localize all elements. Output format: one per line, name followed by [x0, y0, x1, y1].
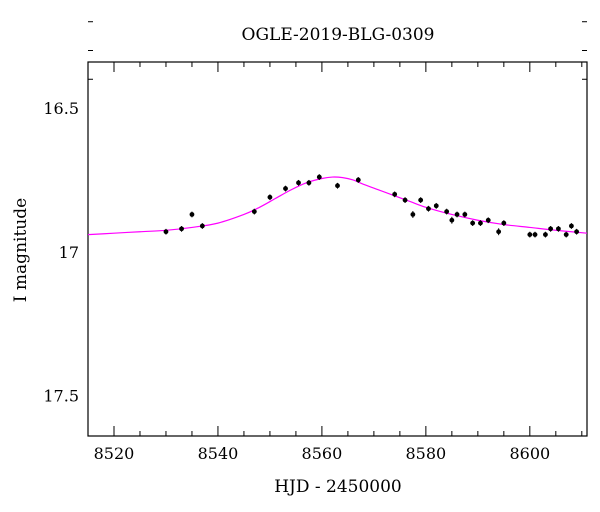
- data-point: [532, 231, 538, 238]
- data-point: [355, 177, 361, 183]
- data-point-marker: [444, 209, 450, 215]
- data-point: [454, 211, 460, 218]
- data-point: [392, 191, 398, 198]
- data-point-marker: [296, 180, 301, 186]
- data-point-marker: [462, 212, 468, 217]
- data-point-marker: [563, 232, 569, 238]
- data-points-layer: [163, 174, 580, 238]
- data-point: [433, 202, 439, 209]
- data-point-marker: [410, 212, 416, 217]
- data-point-marker: [306, 180, 312, 186]
- data-point-marker: [501, 220, 507, 226]
- data-point: [410, 211, 416, 218]
- x-axis-label: HJD - 2450000: [274, 477, 402, 497]
- axis-ticks: [87, 21, 587, 436]
- x-tick-label: 8520: [94, 444, 135, 463]
- data-point: [306, 179, 312, 186]
- y-tick-label: 16.5: [43, 99, 79, 118]
- data-point: [527, 231, 533, 238]
- data-point: [574, 228, 580, 235]
- plot-frame: [87, 61, 588, 437]
- data-point: [426, 205, 431, 212]
- data-point-marker: [433, 203, 439, 209]
- data-point: [449, 216, 455, 224]
- data-point-marker: [454, 212, 460, 217]
- data-point: [179, 225, 184, 232]
- data-point-marker: [283, 186, 288, 191]
- data-point-marker: [402, 197, 408, 203]
- data-point-marker: [574, 229, 580, 235]
- data-point-marker: [485, 217, 491, 223]
- data-point-marker: [335, 183, 340, 189]
- data-point: [316, 174, 322, 180]
- data-point: [283, 185, 288, 192]
- data-point-marker: [569, 223, 574, 229]
- data-point: [199, 223, 205, 229]
- data-point: [563, 231, 569, 238]
- data-point: [496, 228, 502, 236]
- data-point: [470, 220, 476, 226]
- data-point: [556, 225, 561, 232]
- data-point: [402, 197, 408, 203]
- data-point-marker: [316, 174, 322, 180]
- data-point: [501, 220, 507, 226]
- data-point: [543, 231, 548, 238]
- tick-labels: 8520 8540 8560 8580 8600 16.5 17 17.5: [43, 99, 550, 463]
- y-tick-label: 17: [59, 243, 79, 262]
- model-curve-layer: [87, 176, 588, 236]
- data-point-marker: [449, 217, 455, 223]
- data-point: [251, 208, 257, 215]
- x-tick-label: 8560: [302, 444, 343, 463]
- data-point: [569, 223, 574, 229]
- data-point-marker: [532, 232, 538, 238]
- data-point-marker: [199, 223, 205, 229]
- data-point-marker: [189, 212, 195, 217]
- data-point: [444, 208, 450, 215]
- data-point-marker: [251, 209, 257, 215]
- data-point-marker: [355, 177, 361, 183]
- data-point: [335, 182, 340, 189]
- data-point-marker: [163, 229, 169, 235]
- data-point: [267, 194, 273, 201]
- y-axis-label: I magnitude: [11, 198, 31, 302]
- data-point: [478, 220, 483, 226]
- data-point-marker: [496, 229, 502, 235]
- data-point: [418, 197, 424, 203]
- data-point: [163, 228, 169, 235]
- data-point-marker: [179, 226, 184, 232]
- data-point-marker: [548, 226, 554, 232]
- data-point-marker: [527, 232, 533, 238]
- data-point-marker: [556, 226, 561, 232]
- chart-title: OGLE-2019-BLG-0309: [242, 25, 435, 45]
- data-point-marker: [426, 206, 431, 212]
- x-tick-label: 8600: [509, 444, 550, 463]
- data-point: [485, 217, 491, 224]
- data-point-marker: [267, 194, 273, 200]
- data-point: [296, 179, 301, 186]
- data-point: [462, 211, 468, 218]
- data-point-marker: [543, 232, 548, 238]
- y-tick-label: 17.5: [43, 387, 79, 406]
- model-curve: [87, 176, 588, 236]
- data-point-marker: [478, 220, 483, 226]
- data-point-marker: [470, 220, 476, 226]
- data-point: [189, 211, 195, 218]
- x-tick-label: 8540: [198, 444, 239, 463]
- data-point-marker: [392, 191, 398, 197]
- data-point-marker: [418, 197, 424, 203]
- data-point: [548, 225, 554, 232]
- x-tick-label: 8580: [406, 444, 447, 463]
